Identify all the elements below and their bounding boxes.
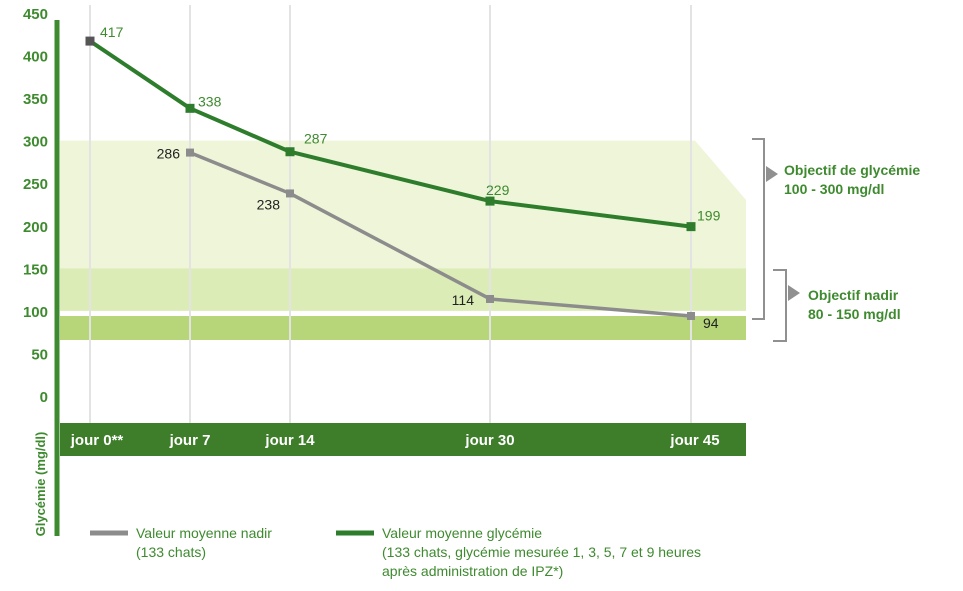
nadir-target-arrow-icon <box>788 285 800 301</box>
y-tick-label: 450 <box>23 6 48 23</box>
y-tick-label: 350 <box>23 91 48 108</box>
y-tick-label: 300 <box>23 134 48 151</box>
series-nadir: 286 238 114 94 <box>157 146 719 331</box>
y-tick-label: 200 <box>23 219 48 236</box>
glycemie-point <box>485 196 495 206</box>
nadir-data-label: 286 <box>157 146 181 162</box>
glycemie-data-label: 287 <box>304 131 328 147</box>
glycemia-target-arrow-icon <box>766 166 778 182</box>
nadir-target-bracket: Objectif nadir 80 - 150 mg/dl <box>773 269 901 342</box>
legend-glycemie-label: Valeur moyenne glycémie <box>382 525 542 541</box>
legend-nadir-detail: (133 chats) <box>136 544 206 560</box>
x-tick-label: jour 7 <box>169 432 211 449</box>
glycemia-target-bracket: Objectif de glycémie 100 - 300 mg/dl <box>752 138 920 320</box>
glycemia-target-band <box>60 140 746 269</box>
nadir-data-label: 114 <box>452 292 475 308</box>
nadir-target-label: Objectif nadir <box>808 287 899 303</box>
legend-nadir-label: Valeur moyenne nadir <box>136 525 272 541</box>
nadir-data-label: 94 <box>703 315 719 331</box>
y-tick-label: 50 <box>31 346 48 363</box>
legend: Valeur moyenne nadir (133 chats) Valeur … <box>90 525 701 579</box>
nadir-target-band-upper <box>60 268 746 311</box>
glycemie-point <box>85 36 95 46</box>
nadir-point <box>286 189 294 198</box>
target-bands <box>60 140 746 340</box>
legend-glycemie-detail-1: (133 chats, glycémie mesurée 1, 3, 5, 7 … <box>382 544 701 560</box>
y-tick-label: 400 <box>23 49 48 66</box>
y-tick-labels: 0 50 100 150 200 250 300 350 400 450 <box>23 6 48 406</box>
nadir-point <box>687 311 695 320</box>
nadir-target-band-lower <box>60 316 746 340</box>
x-tick-label: jour 14 <box>264 432 315 449</box>
glycemie-data-label: 199 <box>697 208 721 224</box>
nadir-point <box>186 148 194 157</box>
vertical-grid <box>89 5 692 423</box>
glycemie-data-label: 338 <box>198 93 222 109</box>
glycemia-target-range: 100 - 300 mg/dl <box>784 181 884 197</box>
nadir-point <box>486 294 494 303</box>
x-tick-label: jour 30 <box>464 432 514 449</box>
y-tick-label: 250 <box>23 176 48 193</box>
glycemie-point <box>285 147 295 157</box>
glycemia-target-bracket-line <box>752 138 765 320</box>
y-tick-label: 100 <box>23 304 48 321</box>
nadir-target-bracket-line <box>773 269 787 342</box>
legend-glycemie-detail-2: après administration de IPZ*) <box>382 563 563 579</box>
x-tick-label: jour 0** <box>70 432 124 449</box>
x-tick-label: jour 45 <box>669 432 719 449</box>
glycemie-data-label: 229 <box>486 182 510 198</box>
y-axis-label: Glycémie (mg/dl) <box>33 432 48 537</box>
y-tick-label: 150 <box>23 261 48 278</box>
glycemie-point <box>686 222 696 232</box>
nadir-line <box>189 150 692 318</box>
glycemie-data-label: 417 <box>100 24 124 40</box>
x-axis-bar <box>60 423 746 456</box>
glycemie-point <box>185 103 195 113</box>
series-glycemie: 417 338 287 229 199 <box>85 24 721 232</box>
x-tick-labels: jour 0** jour 7 jour 14 jour 30 jour 45 <box>70 432 720 449</box>
glycemia-target-label: Objectif de glycémie <box>784 162 920 178</box>
y-tick-label: 0 <box>40 389 48 406</box>
nadir-target-range: 80 - 150 mg/dl <box>808 306 901 322</box>
nadir-data-label: 238 <box>257 196 281 212</box>
